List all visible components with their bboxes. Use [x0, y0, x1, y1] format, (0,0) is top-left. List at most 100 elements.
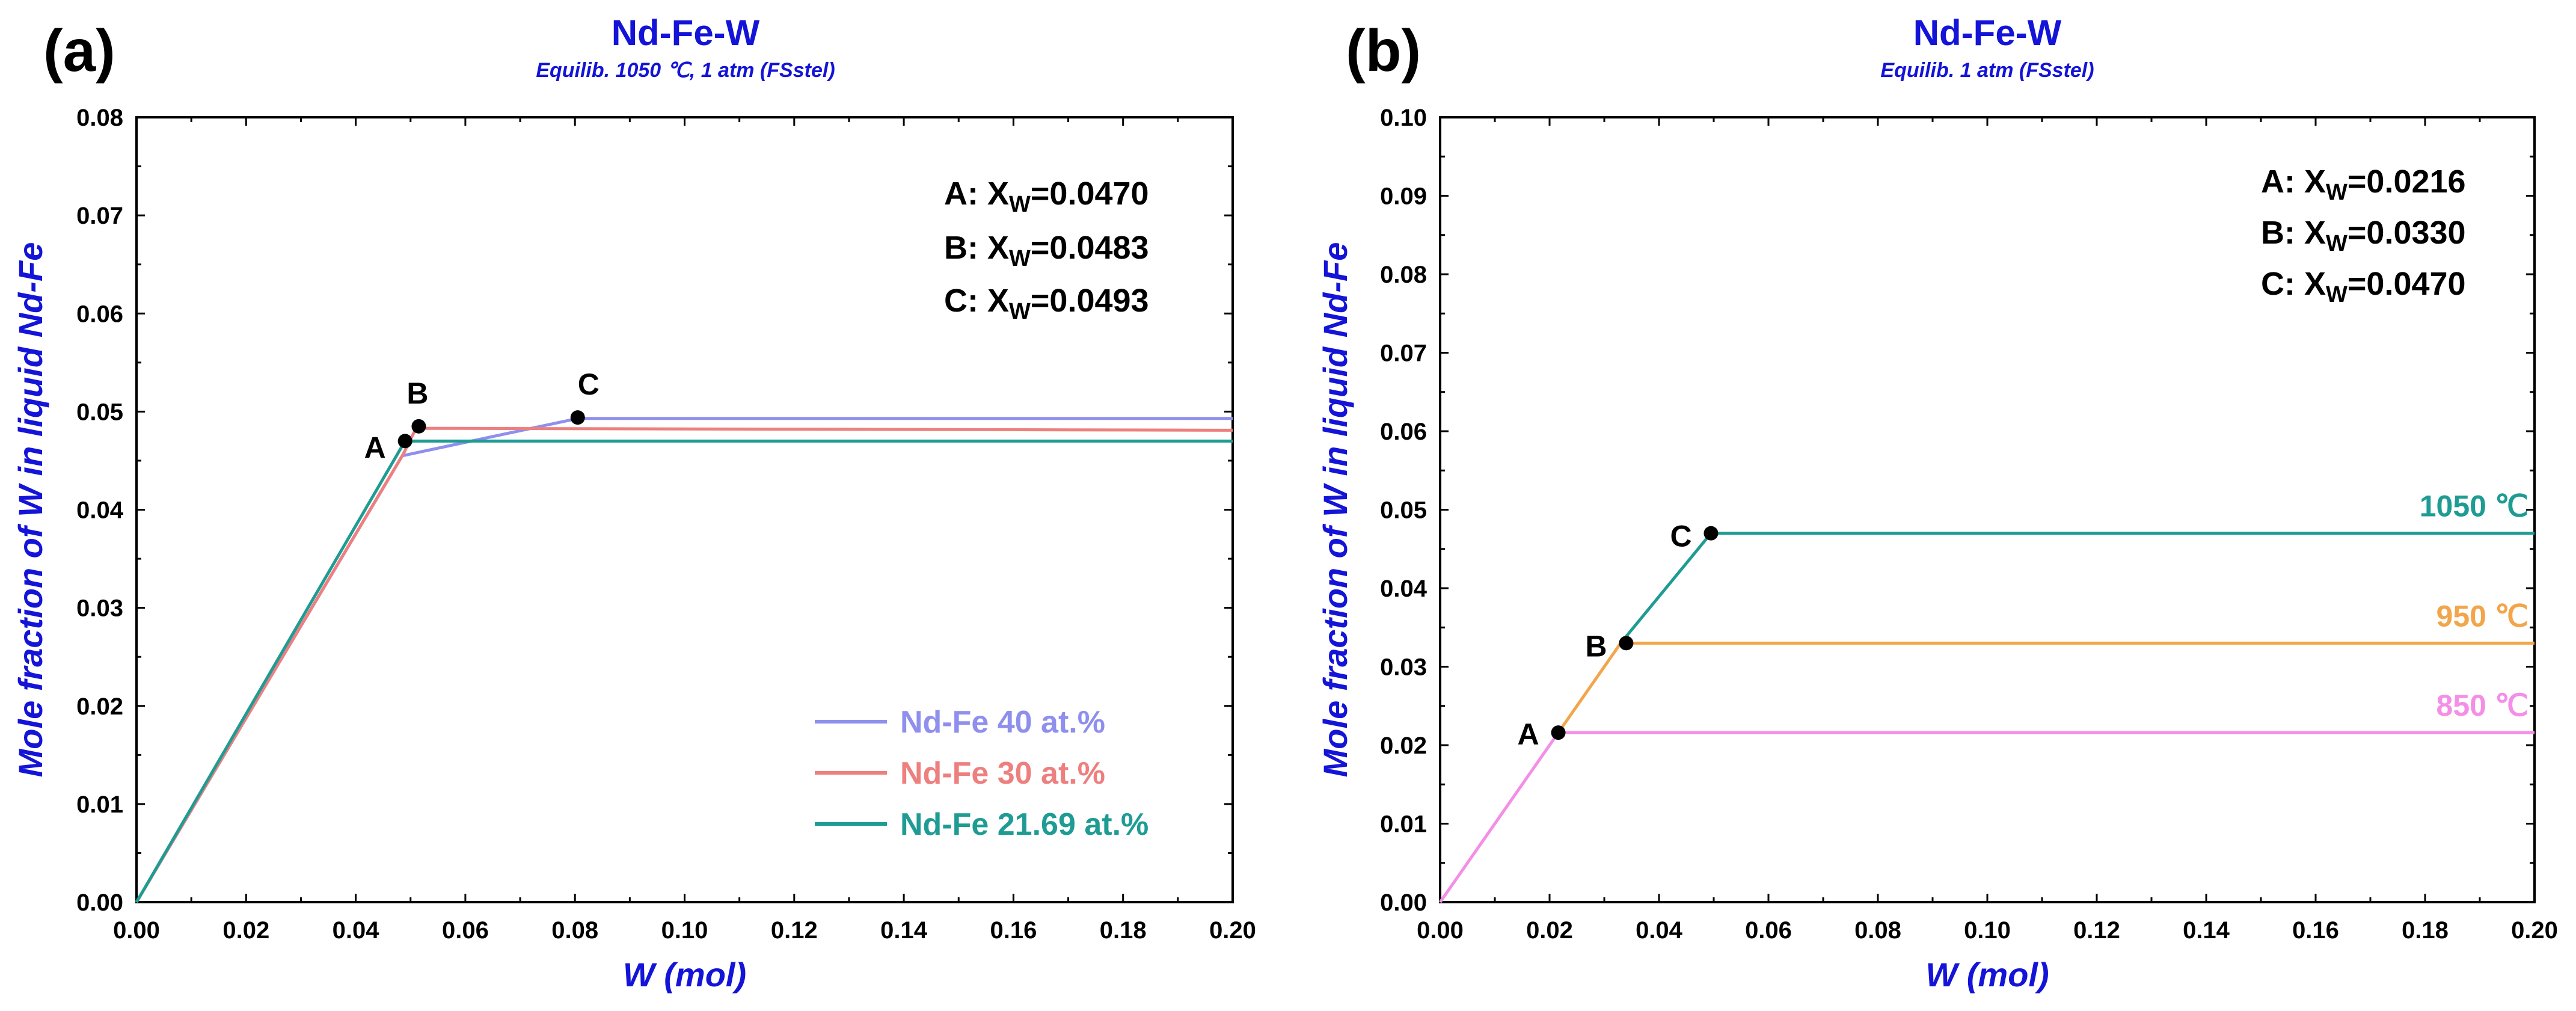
y-tick-label: 0.06	[1380, 419, 1427, 445]
x-tick-label: 0.00	[1417, 917, 1464, 944]
chart-title: Nd-Fe-W	[612, 13, 760, 53]
x-tick-label: 0.04	[333, 917, 380, 944]
annotation-subscript: W	[2326, 180, 2348, 205]
point-marker-a	[1551, 725, 1566, 740]
x-tick-label: 0.18	[1100, 917, 1147, 944]
x-tick-label: 0.20	[2511, 917, 2558, 944]
annotation-0: A: XW=0.0216	[2261, 164, 2466, 205]
annotation-0: A: XW=0.0470	[944, 176, 1149, 217]
y-tick-label: 0.10	[1380, 105, 1427, 131]
annotation-1: B: XW=0.0330	[2261, 215, 2466, 256]
point-label-a: A	[364, 431, 386, 464]
x-tick-label: 0.12	[771, 917, 818, 944]
annotation-subscript: W	[2326, 282, 2348, 307]
annotation-value: =0.0470	[1031, 176, 1149, 212]
y-tick-label: 0.03	[76, 595, 123, 622]
annotation-prefix: B: X	[944, 230, 1009, 266]
x-tick-label: 0.20	[1209, 917, 1256, 944]
point-marker-c	[570, 410, 585, 425]
panel-a: (a) Nd-Fe-W Equilib. 1050 ℃, 1 atm (FSstel…	[11, 13, 1256, 994]
annotation-value: =0.0483	[1031, 230, 1149, 266]
x-tick-label: 0.02	[222, 917, 269, 944]
y-tick-label: 0.02	[1380, 733, 1427, 759]
x-tick-label: 0.00	[113, 917, 160, 944]
y-tick-label: 0.03	[1380, 654, 1427, 681]
point-label-c: C	[1670, 520, 1691, 553]
x-tick-label: 0.10	[661, 917, 708, 944]
x-tick-label: 0.16	[2292, 917, 2339, 944]
x-tick-label: 0.14	[880, 917, 928, 944]
annotation-1: B: XW=0.0483	[944, 230, 1149, 271]
point-label-b: B	[1585, 629, 1607, 663]
y-tick-label: 0.05	[76, 399, 123, 425]
legend-label-0: Nd-Fe 40 at.%	[900, 705, 1105, 740]
y-axis-title: Mole fraction of W in liquid Nd-Fe	[11, 242, 49, 778]
x-tick-label: 0.04	[1636, 917, 1683, 944]
y-tick-label: 0.02	[76, 693, 123, 720]
series-label-0: 850 ℃	[2436, 689, 2528, 722]
legend-label-2: Nd-Fe 21.69 at.%	[900, 807, 1148, 842]
y-axis-title: Mole fraction of W in liquid Nd-Fe	[1316, 242, 1354, 778]
annotation-2: C: XW=0.0493	[944, 283, 1149, 324]
annotation-prefix: C: X	[2261, 266, 2326, 302]
point-marker-b	[411, 419, 426, 434]
point-marker-c	[1704, 526, 1719, 541]
annotation-value: =0.0216	[2348, 164, 2466, 200]
x-tick-label: 0.08	[1854, 917, 1901, 944]
x-tick-label: 0.06	[1745, 917, 1792, 944]
x-tick-label: 0.12	[2073, 917, 2120, 944]
chart-subtitle: Equilib. 1 atm (FSstel)	[1880, 59, 2094, 82]
x-tick-label: 0.18	[2402, 917, 2449, 944]
series-line-2	[1619, 532, 2535, 644]
annotation-subscript: W	[2326, 231, 2348, 256]
y-tick-label: 0.06	[76, 301, 123, 327]
x-tick-label: 0.14	[2183, 917, 2230, 944]
y-tick-label: 0.00	[76, 890, 123, 916]
point-marker-a	[397, 434, 412, 449]
point-label-c: C	[578, 367, 600, 401]
series-label-2: 1050 ℃	[2420, 490, 2528, 523]
annotation-value: =0.0330	[2348, 215, 2466, 251]
annotation-subscript: W	[1009, 299, 1031, 324]
annotation-subscript: W	[1009, 192, 1031, 217]
y-tick-label: 0.07	[1380, 340, 1427, 367]
point-label-b: B	[406, 376, 428, 410]
x-tick-label: 0.06	[442, 917, 489, 944]
annotation-prefix: B: X	[2261, 215, 2326, 251]
panel-letter: (a)	[43, 17, 115, 84]
y-tick-label: 0.05	[1380, 497, 1427, 524]
point-label-a: A	[1518, 718, 1539, 751]
x-tick-label: 0.16	[990, 917, 1037, 944]
chart-title: Nd-Fe-W	[1913, 13, 2062, 53]
x-axis-title: W (mol)	[623, 956, 746, 994]
annotation-subscript: W	[1009, 246, 1031, 271]
x-tick-label: 0.08	[551, 917, 598, 944]
annotation-prefix: A: X	[2261, 164, 2326, 200]
y-tick-label: 0.08	[1380, 262, 1427, 288]
point-marker-b	[1619, 636, 1634, 651]
annotation-value: =0.0470	[2348, 266, 2466, 302]
y-tick-label: 0.04	[76, 497, 124, 524]
y-tick-label: 0.00	[1380, 890, 1427, 916]
annotation-value: =0.0493	[1031, 283, 1149, 319]
legend-label-1: Nd-Fe 30 at.%	[900, 756, 1105, 791]
series-line-0	[1438, 731, 2535, 903]
x-tick-label: 0.10	[1964, 917, 2011, 944]
y-tick-label: 0.04	[1380, 576, 1428, 602]
y-tick-label: 0.09	[1380, 183, 1427, 210]
y-tick-label: 0.07	[76, 203, 123, 229]
annotation-prefix: C: X	[944, 283, 1009, 319]
series-label-1: 950 ℃	[2436, 599, 2528, 633]
chart-subtitle: Equilib. 1050 ℃, 1 atm (FSstel)	[536, 59, 835, 82]
x-axis-title: W (mol)	[1925, 956, 2049, 994]
y-tick-label: 0.08	[76, 105, 123, 131]
series-line-1	[1557, 641, 2535, 734]
y-tick-label: 0.01	[76, 791, 123, 818]
annotation-prefix: A: X	[944, 176, 1009, 212]
annotation-2: C: XW=0.0470	[2261, 266, 2466, 307]
x-tick-label: 0.02	[1526, 917, 1573, 944]
panel-letter: (b)	[1346, 17, 1421, 84]
y-tick-label: 0.01	[1380, 811, 1427, 838]
